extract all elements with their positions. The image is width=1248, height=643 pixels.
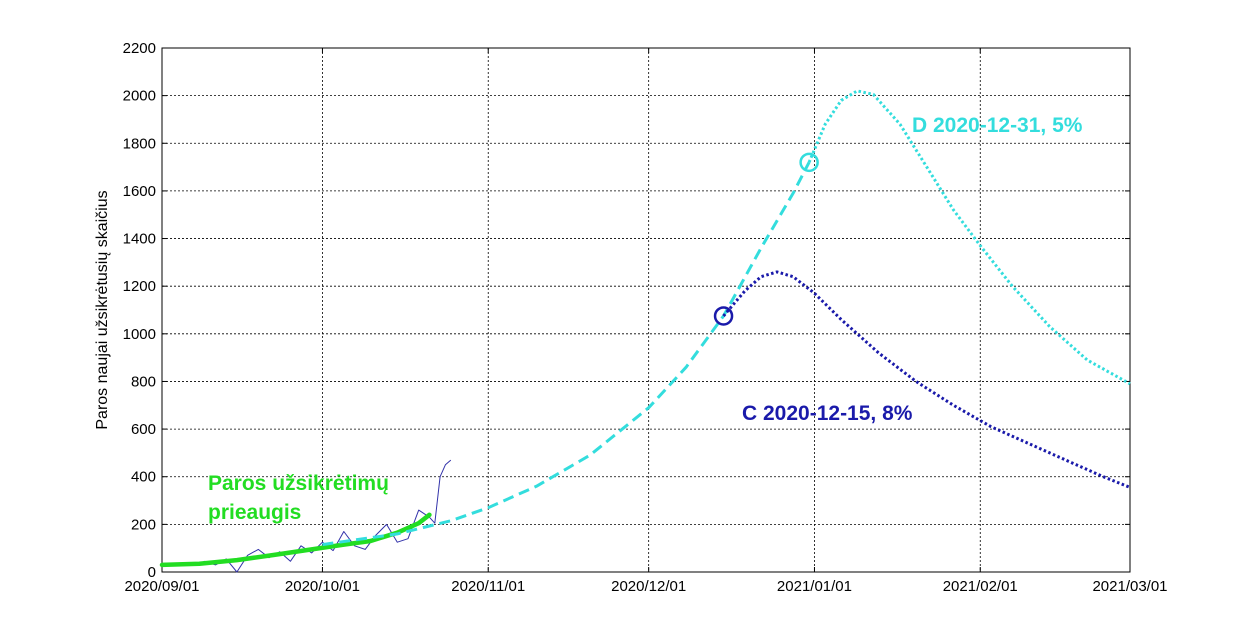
plot-frame bbox=[161, 47, 1131, 573]
y-tick-label: 2200 bbox=[123, 40, 156, 57]
y-tick-label: 800 bbox=[131, 373, 156, 390]
y-tick-label: 600 bbox=[131, 421, 156, 438]
x-tick-label: 2020/11/01 bbox=[451, 578, 525, 595]
x-tick-label: 2021/01/01 bbox=[777, 578, 852, 595]
annotation-scenario-d: D 2020-12-31, 5% bbox=[912, 114, 1083, 137]
series-line-4 bbox=[722, 270, 1131, 489]
x-tick-label: 2021/03/01 bbox=[1092, 578, 1167, 595]
series-line-2 bbox=[322, 161, 811, 547]
y-tick-label: 0 bbox=[148, 564, 156, 581]
grid bbox=[162, 48, 1130, 572]
y-tick-label: 1200 bbox=[123, 278, 156, 295]
annotation-scenario-c: C 2020-12-15, 8% bbox=[742, 402, 913, 425]
y-tick-label: 1000 bbox=[123, 326, 156, 343]
series-line-1 bbox=[159, 512, 432, 568]
annotation-green-line2: prieaugis bbox=[208, 501, 301, 524]
x-tick-label: 2021/02/01 bbox=[943, 578, 1018, 595]
annotation-green-line1: Paros užsikrėtimų bbox=[208, 472, 389, 495]
x-tick-label: 2020/12/01 bbox=[611, 578, 686, 595]
marker-circle-0 bbox=[713, 306, 734, 326]
marker-circle-1 bbox=[799, 152, 819, 173]
y-axis-label: Paros naujai užsikrėtusių skaičius bbox=[94, 190, 111, 429]
y-tick-label: 2000 bbox=[123, 88, 156, 105]
y-tick-label: 1800 bbox=[123, 135, 156, 152]
markers-group bbox=[713, 152, 819, 326]
y-tick-label: 200 bbox=[131, 516, 156, 533]
x-tick-label: 2020/10/01 bbox=[285, 578, 360, 595]
x-tick-label: 2020/09/01 bbox=[124, 578, 199, 595]
axis-ticks: 2020/09/01 2020/10/01 2020/11/01 2020/12/01… bbox=[123, 40, 1168, 595]
series-line-3 bbox=[807, 89, 1131, 386]
series-group bbox=[159, 89, 1131, 573]
y-tick-label: 1600 bbox=[123, 183, 156, 200]
y-tick-label: 400 bbox=[131, 469, 156, 486]
y-tick-label: 1400 bbox=[123, 231, 156, 248]
